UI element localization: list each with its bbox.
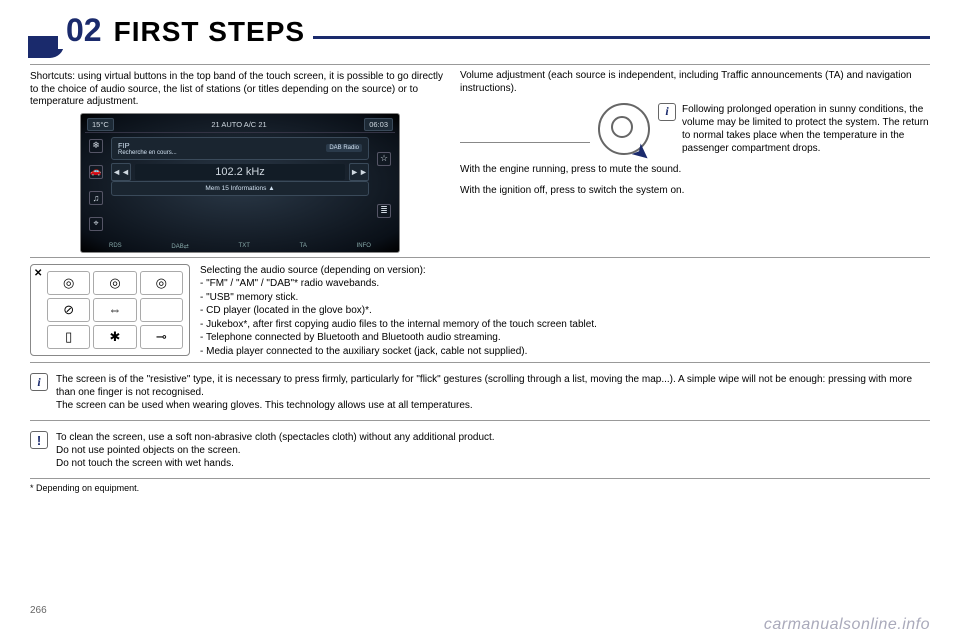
advisory-text: The screen is of the "resistive" type, i… xyxy=(56,373,930,412)
radio-dial-icon: ◎ xyxy=(47,271,90,295)
audio-source-row: ✕ ◎ ◎ ◎ ⊘ ⇔ ▯ ✱ ⊸ Selecting the audio so… xyxy=(30,264,930,359)
watermark: carmanualsonline.info xyxy=(764,616,930,634)
audio-source-text: Selecting the audio source (depending on… xyxy=(200,264,930,359)
list-item: CD player (located in the glove box)*. xyxy=(200,304,930,318)
searching-text: Recherche en cours... xyxy=(118,150,177,156)
list-icon: ≣ xyxy=(377,204,391,218)
left-column: Shortcuts: using virtual buttons in the … xyxy=(30,69,450,253)
station-name: FIP xyxy=(118,141,177,150)
page-header: 02 FIRST STEPS xyxy=(30,18,930,58)
main-row: Shortcuts: using virtual buttons in the … xyxy=(30,69,930,253)
source-list: "FM" / "AM" / "DAB"* radio wavebands. "U… xyxy=(200,277,930,358)
screen-illustration-wrap: 15°C 21 AUTO A/C 21 06:03 ❄ 🚗 ♫ ⌖ xyxy=(30,113,450,253)
aux-jack-icon: ⊸ xyxy=(140,325,183,349)
frequency-display: 102.2 kHz xyxy=(135,164,345,180)
sunny-conditions-note: Following prolonged operation in sunny c… xyxy=(682,103,930,155)
header-text: 02 FIRST STEPS xyxy=(58,12,313,49)
cd-icon: ⊘ xyxy=(47,298,90,322)
autoac-label: 21 AUTO A/C 21 xyxy=(211,120,266,129)
nav-icon: ⌖ xyxy=(89,217,103,231)
knob-illustration: ➤ i Following prolonged operation in sun… xyxy=(460,103,930,155)
temp-left: 15°C xyxy=(87,118,114,131)
star-icon: ☆ xyxy=(377,152,391,166)
info-icon: i xyxy=(658,103,676,121)
footnote: * Depending on equipment. xyxy=(30,483,930,493)
station-tile: FIP Recherche en cours... DAB Radio xyxy=(111,137,369,160)
engine-running-text: With the engine running, press to mute t… xyxy=(460,163,930,176)
close-icon: ✕ xyxy=(34,268,42,279)
left-sidebar-icons: ❄ 🚗 ♫ ⌖ xyxy=(85,133,107,237)
bluetooth-icon: ✱ xyxy=(93,325,136,349)
exclamation-icon: ! xyxy=(30,431,48,449)
source-panel: ✕ ◎ ◎ ◎ ⊘ ⇔ ▯ ✱ ⊸ xyxy=(30,264,190,356)
page-number: 266 xyxy=(30,605,47,616)
divider xyxy=(30,64,930,65)
list-item: "FM" / "AM" / "DAB"* radio wavebands. xyxy=(200,277,930,291)
list-item: Telephone connected by Bluetooth and Blu… xyxy=(200,331,930,345)
resistive-screen-advisory: i The screen is of the "resistive" type,… xyxy=(30,369,930,416)
shortcuts-paragraph: Shortcuts: using virtual buttons in the … xyxy=(30,71,450,109)
preset-tile: Mem 15 Informations ▲ xyxy=(111,181,369,196)
radio-dial-icon: ◎ xyxy=(93,271,136,295)
callout-line xyxy=(460,142,590,143)
clock: 06:03 xyxy=(364,118,393,131)
prev-track-icon: ◄◄ xyxy=(111,163,131,181)
list-item: Media player connected to the auxiliary … xyxy=(200,345,930,359)
screen-bottom-indicators: RDS DAB⇄ TXT TA INFO xyxy=(109,243,371,250)
volume-knob: ➤ xyxy=(598,103,650,155)
page-title: FIRST STEPS xyxy=(114,16,305,48)
divider xyxy=(30,257,930,258)
right-column: Volume adjustment (each source is indepe… xyxy=(460,69,930,253)
fan-icon: ❄ xyxy=(89,139,103,153)
next-track-icon: ►► xyxy=(349,163,369,181)
section-number: 02 xyxy=(66,12,102,49)
list-item: Jukebox*, after first copying audio file… xyxy=(200,318,930,332)
source-icon-grid: ◎ ◎ ◎ ⊘ ⇔ ▯ ✱ ⊸ xyxy=(47,271,183,349)
volume-adjust-text: Volume adjustment (each source is indepe… xyxy=(460,69,930,95)
list-item: "USB" memory stick. xyxy=(200,291,930,305)
page: 02 FIRST STEPS Shortcuts: using virtual … xyxy=(0,0,960,640)
dab-badge: DAB Radio xyxy=(326,144,362,152)
info-icon: i xyxy=(30,373,48,391)
divider xyxy=(30,478,930,479)
music-icon: ♫ xyxy=(89,191,103,205)
frequency-row: ◄◄ 102.2 kHz ►► xyxy=(111,163,369,181)
divider xyxy=(30,420,930,421)
touchscreen-mock: 15°C 21 AUTO A/C 21 06:03 ❄ 🚗 ♫ ⌖ xyxy=(80,113,400,253)
cleaning-advisory: ! To clean the screen, use a soft non-ab… xyxy=(30,427,930,474)
screen-center: FIP Recherche en cours... DAB Radio ◄◄ 1… xyxy=(107,133,373,237)
radio-dial-icon: ◎ xyxy=(140,271,183,295)
divider xyxy=(30,362,930,363)
car-icon: 🚗 xyxy=(89,165,103,179)
empty-cell xyxy=(140,298,183,322)
screen-top-bar: 15°C 21 AUTO A/C 21 06:03 xyxy=(85,117,395,133)
ignition-off-text: With the ignition off, press to switch t… xyxy=(460,184,930,197)
media-player-icon: ▯ xyxy=(47,325,90,349)
right-sidebar-icons: ☆ ≣ xyxy=(373,133,395,237)
source-heading: Selecting the audio source (depending on… xyxy=(200,264,930,278)
usb-icon: ⇔ xyxy=(93,298,136,322)
advisory-text: To clean the screen, use a soft non-abra… xyxy=(56,431,930,470)
screen-body: ❄ 🚗 ♫ ⌖ FIP Recherche en cours... xyxy=(85,133,395,237)
knob-inner-ring xyxy=(611,116,633,138)
